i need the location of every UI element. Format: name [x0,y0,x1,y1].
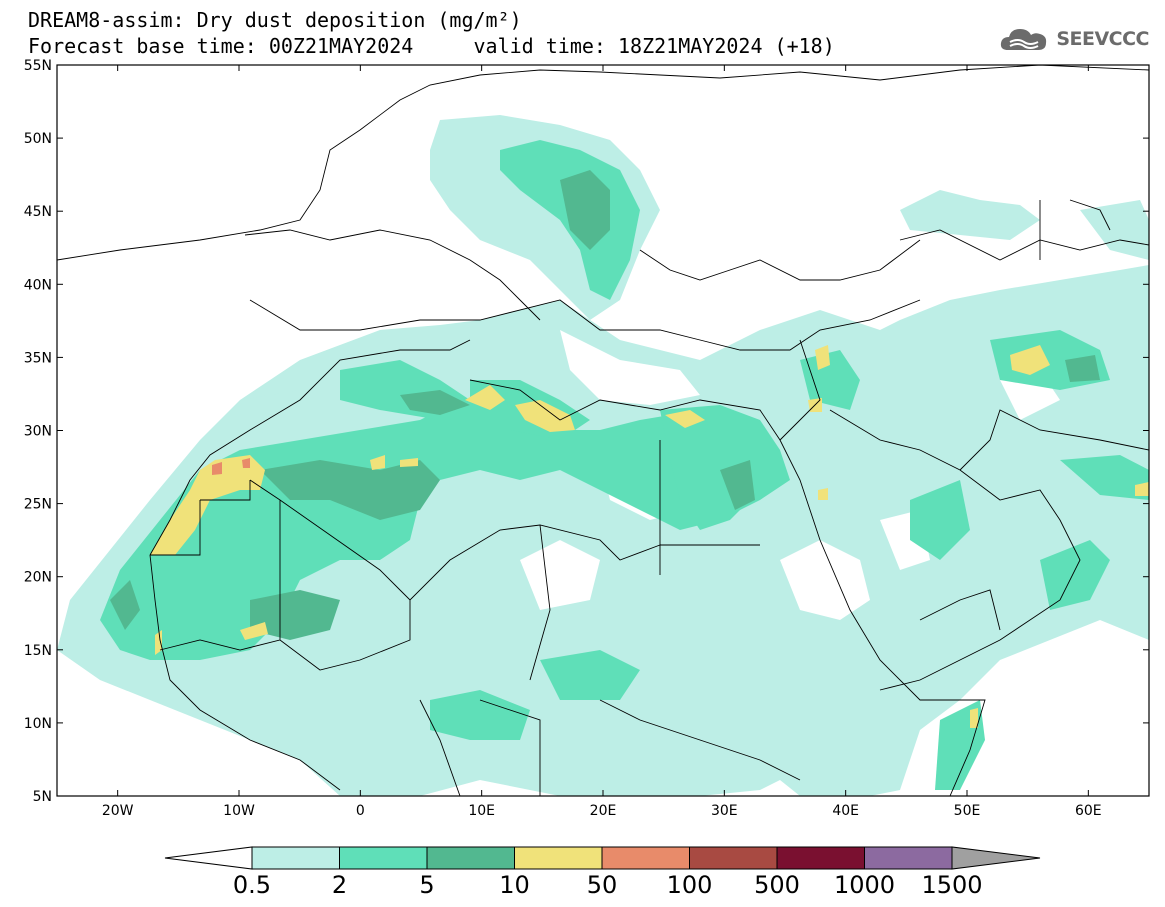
colorbar-label: 500 [754,871,800,899]
colorbar-lower-arrow [164,846,253,870]
lon-tick-label: 40E [832,803,859,819]
colorbar-swatch [864,846,953,870]
map-title: DREAM8-assim: Dry dust deposition (mg/m²… [28,8,522,32]
latitude-ticks: 55N 50N 45N 40N 35N 30N 25N 20N 15N 10N 5N [24,58,1149,805]
lon-tick-label: 60E [1075,803,1102,819]
colorbar-swatch [689,846,778,870]
lon-tick-label: 30E [711,803,738,819]
colorbar-label: 1500 [921,871,982,899]
colorbar-label: 5 [419,871,434,899]
lon-tick-label: 50E [954,803,981,819]
dust-deposition-field [57,115,1149,796]
lat-tick-label: 5N [33,789,52,805]
forecast-time-subtitle: Forecast base time: 00Z21MAY2024 valid t… [28,34,835,58]
cloud-logo-icon [1001,29,1047,50]
lon-tick-label: 10W [223,803,255,819]
lat-tick-label: 45N [24,204,52,220]
coastlines-borders [57,65,1149,796]
lat-tick-label: 15N [24,643,52,659]
seevccc-logo: SEEVCCC [998,24,1149,54]
colorbar-label: 50 [587,871,618,899]
colorbar-label: 0.5 [233,871,271,899]
lat-tick-label: 35N [24,350,52,366]
lon-tick-label: 20W [102,803,134,819]
colorbar-label: 100 [667,871,713,899]
lat-tick-label: 30N [24,424,52,440]
lat-tick-label: 25N [24,497,52,513]
lon-tick-label: 10E [468,803,495,819]
lat-tick-label: 10N [24,716,52,732]
colorbar-swatch [339,846,428,870]
colorbar-swatch [251,846,340,870]
lat-tick-label: 20N [24,570,52,586]
logo-text: SEEVCCC [1056,28,1149,50]
lat-tick-label: 40N [24,277,52,293]
colorbar-label: 1000 [834,871,895,899]
lon-tick-label: 0 [356,803,365,819]
colorbar-swatch [426,846,515,870]
colorbar-label: 2 [332,871,347,899]
lat-tick-label: 55N [24,58,52,74]
colorbar-upper-arrow [951,846,1041,870]
lon-tick-label: 20E [590,803,617,819]
colorbar-label: 10 [499,871,530,899]
lat-tick-label: 50N [24,131,52,147]
colorbar: 0.5 2 5 10 50 100 500 1000 1500 [164,846,1041,899]
colorbar-swatch [601,846,690,870]
colorbar-swatch [776,846,865,870]
colorbar-swatch [514,846,603,870]
longitude-ticks: 20W 10W 0 10E 20E 30E 40E 50E 60E [102,65,1102,819]
